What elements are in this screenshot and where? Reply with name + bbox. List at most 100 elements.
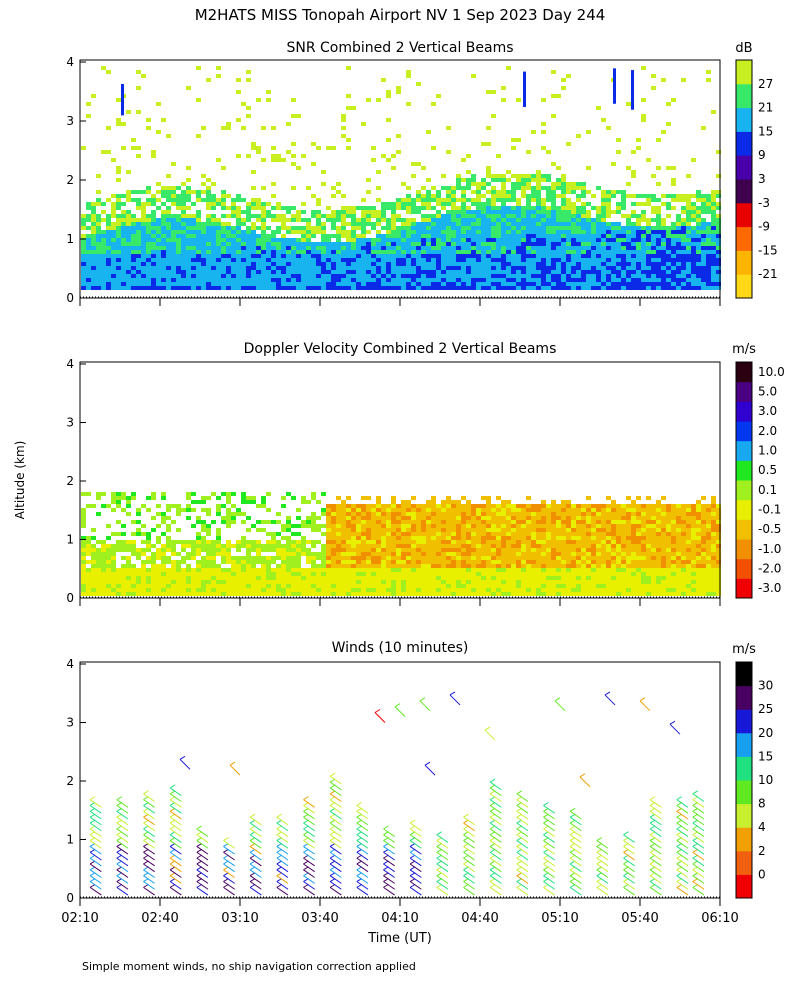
snr-cell <box>571 254 576 258</box>
doppler-cell <box>156 564 161 568</box>
doppler-cell <box>81 560 86 564</box>
snr-cell <box>81 214 86 218</box>
snr-cell <box>146 214 151 218</box>
snr-cell <box>346 206 351 210</box>
doppler-cell <box>371 564 376 568</box>
doppler-cell <box>416 504 421 508</box>
snr-cell <box>186 278 191 282</box>
snr-cell <box>651 206 656 210</box>
doppler-cell <box>156 572 161 576</box>
snr-cell <box>431 258 436 262</box>
snr-cell <box>236 206 241 210</box>
snr-cell <box>311 278 316 282</box>
snr-cell <box>456 278 461 282</box>
doppler-cell <box>221 548 226 552</box>
doppler-cell <box>146 544 151 548</box>
snr-cell <box>396 230 401 234</box>
snr-cell <box>436 214 441 218</box>
doppler-cell <box>346 520 351 524</box>
snr-cell <box>116 262 121 266</box>
snr-cell <box>386 206 391 210</box>
snr-cell <box>461 246 466 250</box>
doppler-cell <box>526 516 531 520</box>
snr-cell <box>296 254 301 258</box>
snr-cell <box>471 190 476 194</box>
snr-cell <box>701 218 706 222</box>
doppler-cell <box>326 580 331 584</box>
snr-cell <box>216 158 221 162</box>
snr-cell <box>256 254 261 258</box>
snr-cell <box>641 286 646 290</box>
snr-cell <box>706 282 711 286</box>
doppler-cell <box>381 512 386 516</box>
snr-cell <box>121 122 126 126</box>
doppler-cell <box>381 592 386 596</box>
snr-cell <box>481 246 486 250</box>
doppler-cell <box>266 540 271 544</box>
doppler-cell <box>141 572 146 576</box>
doppler-cell <box>346 536 351 540</box>
snr-cell <box>671 234 676 238</box>
snr-cell <box>561 258 566 262</box>
snr-cell <box>246 154 251 158</box>
snr-cell <box>261 222 266 226</box>
snr-cell <box>241 270 246 274</box>
snr-cell <box>696 198 701 202</box>
doppler-cell <box>211 572 216 576</box>
snr-cell <box>566 278 571 282</box>
snr-cell <box>461 274 466 278</box>
snr-cell <box>581 206 586 210</box>
doppler-cell <box>421 572 426 576</box>
doppler-cell <box>501 516 506 520</box>
snr-cell <box>326 258 331 262</box>
snr-cell <box>631 278 636 282</box>
snr-cell <box>656 234 661 238</box>
snr-cell <box>621 206 626 210</box>
doppler-cell <box>111 508 116 512</box>
snr-cell <box>501 182 506 186</box>
snr-cell <box>236 254 241 258</box>
snr-cell <box>121 274 126 278</box>
snr-cell <box>201 242 206 246</box>
snr-cell <box>206 254 211 258</box>
doppler-cell <box>426 524 431 528</box>
doppler-cell <box>141 524 146 528</box>
snr-cell <box>331 234 336 238</box>
doppler-cell <box>331 532 336 536</box>
snr-cell <box>581 202 586 206</box>
doppler-cell <box>251 572 256 576</box>
doppler-cell <box>111 556 116 560</box>
snr-cell <box>316 286 321 290</box>
snr-cell <box>656 210 661 214</box>
snr-cell <box>606 278 611 282</box>
doppler-cell <box>406 552 411 556</box>
doppler-cell <box>486 516 491 520</box>
snr-cell <box>346 274 351 278</box>
doppler-cell <box>221 568 226 572</box>
doppler-cell <box>331 536 336 540</box>
snr-cell <box>446 234 451 238</box>
snr-cell <box>146 202 151 206</box>
snr-cell <box>696 222 701 226</box>
snr-cell <box>136 190 141 194</box>
doppler-cell <box>276 512 281 516</box>
snr-cell <box>141 242 146 246</box>
snr-cell <box>376 274 381 278</box>
doppler-cell <box>296 572 301 576</box>
snr-cell <box>106 266 111 270</box>
doppler-cell <box>176 568 181 572</box>
doppler-cell <box>261 588 266 592</box>
snr-cell <box>296 218 301 222</box>
doppler-cell <box>266 544 271 548</box>
snr-cell <box>151 194 156 198</box>
snr-cell <box>186 282 191 286</box>
snr-cell <box>581 274 586 278</box>
snr-cell <box>246 226 251 230</box>
doppler-cell <box>476 556 481 560</box>
snr-cell <box>386 90 391 94</box>
snr-cell <box>426 226 431 230</box>
snr-cell <box>596 266 601 270</box>
snr-cell <box>356 270 361 274</box>
doppler-cell <box>161 556 166 560</box>
doppler-cell <box>301 552 306 556</box>
